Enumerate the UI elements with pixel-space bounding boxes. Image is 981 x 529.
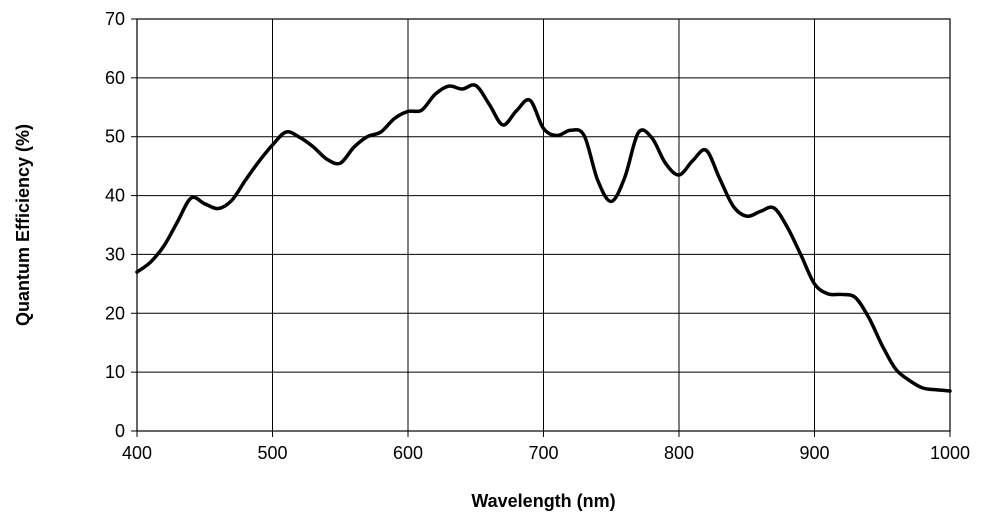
y-axis-title: Quantum Efficiency (%) bbox=[13, 124, 33, 326]
x-tick-label: 900 bbox=[799, 443, 829, 463]
y-tick-label: 20 bbox=[105, 303, 125, 323]
y-tick-label: 40 bbox=[105, 186, 125, 206]
y-tick-label: 50 bbox=[105, 127, 125, 147]
y-tick-label: 30 bbox=[105, 244, 125, 264]
x-axis-title: Wavelength (nm) bbox=[471, 491, 615, 511]
x-tick-label: 600 bbox=[393, 443, 423, 463]
y-tick-label: 70 bbox=[105, 9, 125, 29]
y-axis-ticks: 0 10 20 30 40 50 60 70 bbox=[105, 9, 137, 441]
y-tick-label: 10 bbox=[105, 362, 125, 382]
series-line bbox=[135, 83, 952, 393]
series-layer bbox=[135, 83, 952, 393]
x-tick-label: 500 bbox=[257, 443, 287, 463]
x-axis-ticks: 400 500 600 700 800 900 1000 bbox=[122, 431, 970, 463]
grid bbox=[136, 18, 951, 432]
x-tick-label: 700 bbox=[528, 443, 558, 463]
x-tick-label: 400 bbox=[122, 443, 152, 463]
x-tick-label: 1000 bbox=[930, 443, 970, 463]
x-tick-label: 800 bbox=[664, 443, 694, 463]
y-tick-label: 0 bbox=[115, 421, 125, 441]
y-tick-label: 60 bbox=[105, 68, 125, 88]
